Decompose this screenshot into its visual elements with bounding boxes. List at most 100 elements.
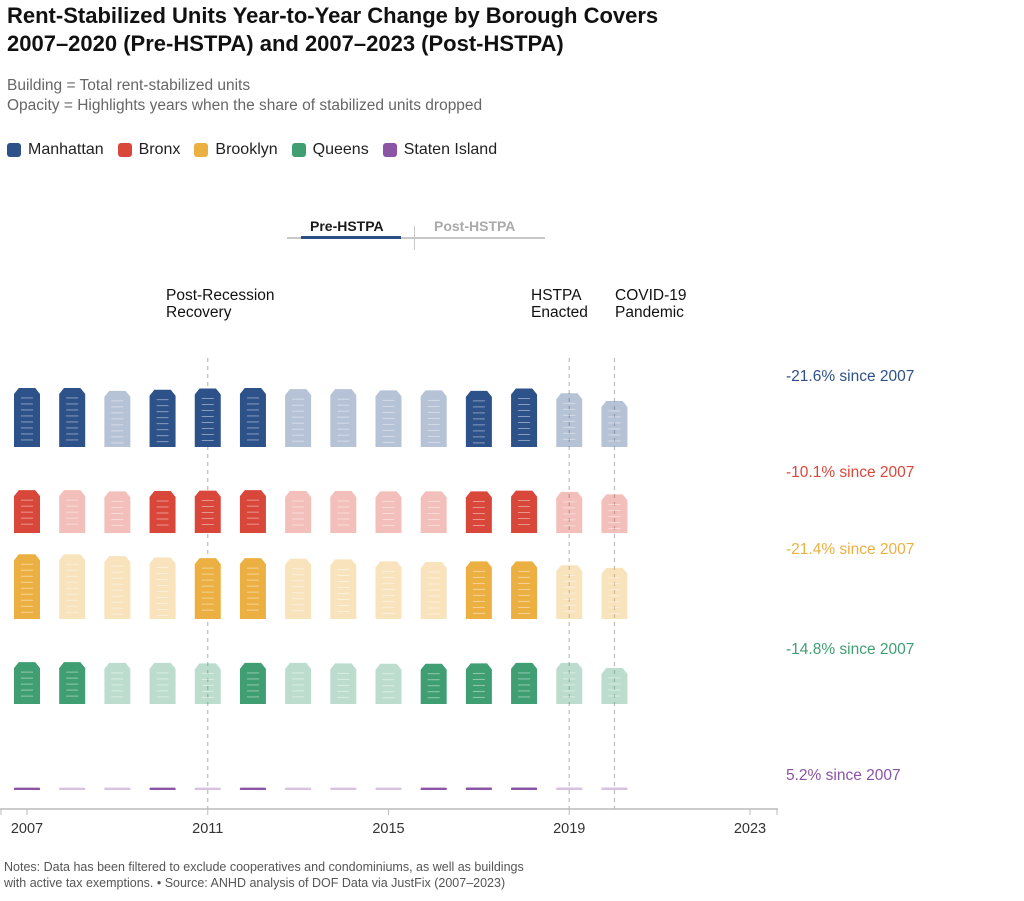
building-bronx-2013 xyxy=(285,491,312,533)
building-bronx-2016 xyxy=(420,491,447,533)
x-axis-tick-label: 2019 xyxy=(553,821,585,837)
change-label-staten-island: 5.2% since 2007 xyxy=(786,767,901,784)
building-bronx-2009 xyxy=(104,491,131,533)
building-brooklyn-2013 xyxy=(285,558,312,619)
building-staten-island-2018 xyxy=(511,787,538,790)
legend-item-queens[interactable]: Queens xyxy=(291,141,369,159)
period-toggle: Pre-HSTPA Post-HSTPA xyxy=(287,216,545,252)
legend: Manhattan Bronx Brooklyn Queens Staten I… xyxy=(7,141,497,159)
building-queens-2009 xyxy=(104,662,131,704)
chart-subtitle: Building = Total rent-stabilized units O… xyxy=(7,76,482,116)
toggle-active-indicator xyxy=(301,236,401,239)
building-staten-island-2020 xyxy=(601,787,628,790)
building-queens-2007 xyxy=(14,662,40,704)
building-manhattan-2013 xyxy=(285,389,312,447)
building-staten-island-2010 xyxy=(149,787,176,790)
building-staten-island-2012 xyxy=(239,787,266,790)
legend-item-brooklyn[interactable]: Brooklyn xyxy=(194,141,278,159)
building-bronx-2012 xyxy=(239,490,266,533)
building-staten-island-2008 xyxy=(59,787,86,790)
building-queens-2015 xyxy=(375,663,402,704)
building-brooklyn-2019 xyxy=(556,565,583,619)
event-label-covid: COVID-19 Pandemic xyxy=(615,287,687,321)
change-label-brooklyn: -21.4% since 2007 xyxy=(786,541,914,558)
building-staten-island-2019 xyxy=(556,787,583,790)
building-brooklyn-2017 xyxy=(465,561,492,619)
building-manhattan-2018 xyxy=(511,388,538,447)
building-queens-2017 xyxy=(465,663,492,704)
building-bronx-2019 xyxy=(556,491,583,533)
building-manhattan-2011 xyxy=(194,388,221,447)
legend-swatch-brooklyn xyxy=(194,143,209,157)
subtitle-opacity-note: Opacity = Highlights years when the shar… xyxy=(7,97,483,114)
building-staten-island-2013 xyxy=(285,787,312,790)
change-label-manhattan: -21.6% since 2007 xyxy=(786,368,914,385)
legend-item-manhattan[interactable]: Manhattan xyxy=(7,141,104,159)
event-label-hstpa-enacted: HSTPA Enacted xyxy=(531,287,588,321)
legend-swatch-queens xyxy=(291,143,306,157)
building-manhattan-2012 xyxy=(239,387,266,447)
building-brooklyn-2010 xyxy=(149,557,176,619)
pre-hstpa-tab[interactable]: Pre-HSTPA xyxy=(310,218,384,234)
legend-label-bronx: Bronx xyxy=(138,141,181,158)
building-bronx-2007 xyxy=(14,490,40,533)
chart-notes: Notes: Data has been filtered to exclude… xyxy=(4,860,524,890)
legend-label-manhattan: Manhattan xyxy=(28,141,104,158)
legend-label-brooklyn: Brooklyn xyxy=(215,141,278,158)
building-brooklyn-2014 xyxy=(330,559,357,619)
building-bronx-2017 xyxy=(465,491,492,533)
building-bronx-2010 xyxy=(149,491,176,533)
x-axis-tick-label: 2015 xyxy=(372,821,404,837)
legend-swatch-manhattan xyxy=(7,143,21,157)
legend-item-staten-island[interactable]: Staten Island xyxy=(382,141,498,159)
building-queens-2011 xyxy=(194,663,221,704)
building-staten-island-2016 xyxy=(420,787,447,790)
legend-item-bronx[interactable]: Bronx xyxy=(117,141,181,159)
chart-title: Rent-Stabilized Units Year-to-Year Chang… xyxy=(7,2,1007,58)
event-label-post-recession: Post-Recession Recovery xyxy=(166,287,275,321)
building-brooklyn-2020 xyxy=(601,567,628,619)
building-manhattan-2007 xyxy=(14,387,40,447)
building-brooklyn-2011 xyxy=(194,558,221,619)
chart-title-text: Rent-Stabilized Units Year-to-Year Chang… xyxy=(7,3,659,56)
building-bronx-2015 xyxy=(375,491,402,533)
post-hstpa-tab[interactable]: Post-HSTPA xyxy=(434,218,516,234)
legend-swatch-bronx xyxy=(117,143,132,157)
change-label-queens: -14.8% since 2007 xyxy=(786,641,914,658)
subtitle-building-note: Building = Total rent-stabilized units xyxy=(7,77,251,94)
building-queens-2018 xyxy=(511,662,538,704)
building-staten-island-2014 xyxy=(330,787,357,790)
legend-label-queens: Queens xyxy=(312,141,369,158)
building-manhattan-2014 xyxy=(330,389,357,447)
building-brooklyn-2008 xyxy=(59,554,86,619)
building-queens-2014 xyxy=(330,663,357,704)
x-axis-tick-label: 2007 xyxy=(11,821,43,837)
building-staten-island-2015 xyxy=(375,787,402,790)
building-bronx-2008 xyxy=(59,490,86,533)
building-queens-2019 xyxy=(556,662,583,704)
building-queens-2013 xyxy=(285,662,312,704)
building-bronx-2020 xyxy=(601,494,628,533)
building-brooklyn-2012 xyxy=(239,558,266,619)
change-label-bronx: -10.1% since 2007 xyxy=(786,464,914,481)
building-staten-island-2017 xyxy=(465,787,492,790)
building-manhattan-2008 xyxy=(59,387,86,447)
building-staten-island-2009 xyxy=(104,787,131,790)
building-brooklyn-2016 xyxy=(420,562,447,619)
building-bronx-2011 xyxy=(194,490,221,533)
building-bronx-2018 xyxy=(511,490,538,533)
building-queens-2016 xyxy=(420,663,447,704)
building-staten-island-2007 xyxy=(14,787,40,790)
building-manhattan-2020 xyxy=(601,400,628,447)
building-queens-2020 xyxy=(601,667,628,704)
building-queens-2012 xyxy=(239,662,266,704)
legend-swatch-staten-island xyxy=(382,143,397,157)
building-brooklyn-2018 xyxy=(511,561,538,619)
building-manhattan-2010 xyxy=(149,389,176,447)
legend-label-staten-island: Staten Island xyxy=(403,141,498,158)
building-brooklyn-2015 xyxy=(375,561,402,619)
building-queens-2010 xyxy=(149,662,176,704)
building-bronx-2014 xyxy=(330,491,357,533)
building-manhattan-2019 xyxy=(556,393,583,447)
